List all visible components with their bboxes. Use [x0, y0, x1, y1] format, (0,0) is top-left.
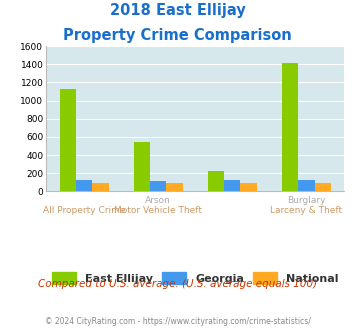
Bar	[208, 171, 224, 191]
Bar	[166, 183, 183, 191]
Bar	[76, 180, 92, 191]
Bar	[315, 183, 331, 191]
Bar	[298, 180, 315, 191]
Text: Compared to U.S. average. (U.S. average equals 100): Compared to U.S. average. (U.S. average …	[38, 279, 317, 289]
Bar	[282, 62, 298, 191]
Bar	[134, 143, 150, 191]
Bar	[224, 180, 240, 191]
Text: Arson: Arson	[145, 196, 171, 205]
Text: Burglary: Burglary	[287, 196, 326, 205]
Text: 2018 East Ellijay: 2018 East Ellijay	[110, 3, 245, 18]
Bar	[150, 182, 166, 191]
Text: © 2024 CityRating.com - https://www.cityrating.com/crime-statistics/: © 2024 CityRating.com - https://www.city…	[45, 317, 310, 326]
Text: Property Crime Comparison: Property Crime Comparison	[63, 28, 292, 43]
Bar	[240, 183, 257, 191]
Legend: East Ellijay, Georgia, National: East Ellijay, Georgia, National	[52, 273, 339, 284]
Text: Larceny & Theft: Larceny & Theft	[270, 206, 343, 215]
Text: All Property Crime: All Property Crime	[43, 206, 125, 215]
Bar	[92, 183, 109, 191]
Text: Motor Vehicle Theft: Motor Vehicle Theft	[114, 206, 202, 215]
Bar	[60, 89, 76, 191]
